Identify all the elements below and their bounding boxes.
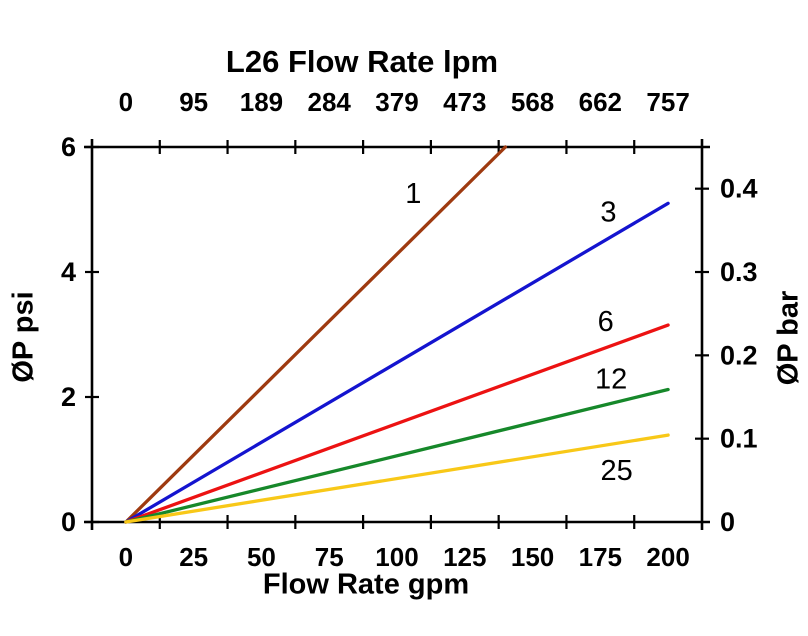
x-axis-bottom-tick-label: 75 [315, 542, 344, 572]
series-label-12: 12 [595, 364, 627, 396]
y-axis-right-tick-label: 0 [720, 507, 735, 537]
x-axis-bottom-tick-label: 175 [579, 542, 622, 572]
x-axis-top-tick-label: 568 [511, 87, 554, 117]
y-axis-right-tick-label: 0.2 [720, 340, 758, 370]
series-label-1: 1 [405, 178, 421, 210]
series-line-12 [124, 387, 670, 524]
x-axis-top-tick-label: 473 [443, 87, 486, 117]
x-axis-bottom-tick-label: 125 [443, 542, 486, 572]
x-axis-bottom-tick-label: 0 [119, 542, 133, 572]
series-label-3: 3 [600, 197, 616, 229]
y-axis-left-tick-label: 4 [61, 257, 76, 287]
x-axis-top-tick-label: 0 [119, 87, 133, 117]
y-axis-right-tick-label: 0.1 [720, 424, 758, 454]
y-axis-left-tick-label: 6 [61, 132, 76, 162]
x-axis-bottom-tick-label: 50 [247, 542, 276, 572]
x-axis-top-tick-label: 284 [308, 87, 352, 117]
y-axis-title-right: ØP bar [772, 290, 805, 386]
series-line-25 [124, 433, 670, 524]
y-axis-left-tick-label: 0 [61, 507, 76, 537]
series-line-6 [124, 323, 670, 524]
x-axis-top-tick-label: 757 [646, 87, 689, 117]
x-axis-top-tick-label: 95 [179, 87, 208, 117]
series-line-1 [124, 145, 508, 524]
x-axis-top-tick-label: 189 [240, 87, 283, 117]
x-axis-bottom-tick-label: 100 [375, 542, 418, 572]
x-axis-top-tick-label: 662 [579, 87, 622, 117]
series-label-6: 6 [598, 306, 614, 338]
y-axis-left-tick-label: 2 [61, 382, 76, 412]
y-axis-right-tick-label: 0.4 [720, 174, 758, 204]
y-axis-title-left: ØP psi [7, 291, 40, 383]
chart-title: L26 Flow Rate lpm [225, 44, 499, 79]
series-label-25: 25 [600, 455, 632, 487]
x-axis-title-bottom: Flow Rate gpm [262, 568, 470, 601]
x-axis-top-tick-label: 379 [375, 87, 418, 117]
x-axis-bottom-tick-label: 150 [511, 542, 554, 572]
x-axis-bottom-tick-label: 200 [646, 542, 689, 572]
y-axis-right-tick-label: 0.3 [720, 257, 758, 287]
x-axis-bottom-tick-label: 25 [179, 542, 208, 572]
series-line-3 [124, 201, 670, 524]
